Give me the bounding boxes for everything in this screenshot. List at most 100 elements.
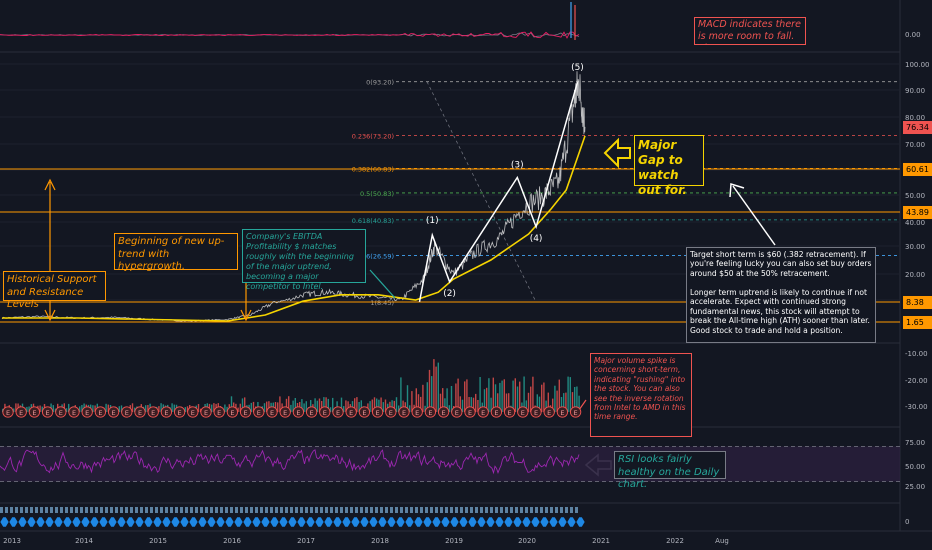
bottom-indicator-tick	[335, 507, 338, 513]
bottom-indicator-tick	[460, 507, 463, 513]
bottom-indicator-tick	[15, 507, 18, 513]
volume-bar	[543, 382, 545, 412]
fib-label: 1(8.45)	[370, 299, 394, 307]
bottom-indicator-tick	[225, 507, 228, 513]
earnings-label: E	[32, 409, 36, 417]
earnings-label: E	[362, 409, 366, 417]
target-note: Target short term is $60 (.382 retraceme…	[686, 247, 876, 343]
volume-bar	[316, 400, 318, 412]
bottom-indicator-tick	[530, 507, 533, 513]
volume-bar	[15, 403, 17, 412]
volume-bar	[92, 405, 94, 412]
target-arrow-head	[729, 183, 745, 198]
earnings-marker	[292, 406, 305, 418]
earnings-label: E	[376, 409, 380, 417]
volume-bar	[563, 393, 565, 412]
volume-bar	[523, 376, 525, 412]
earnings-label: E	[481, 409, 485, 417]
volume-bar	[373, 397, 376, 412]
bottom-indicator-tick	[250, 507, 253, 513]
earnings-marker	[68, 406, 80, 418]
earnings-label: E	[270, 409, 274, 417]
bottom-indicator-tick	[20, 507, 23, 513]
bottom-indicator-tick	[520, 507, 523, 513]
volume-bar	[538, 396, 541, 412]
price-tag: 60.61	[903, 163, 932, 176]
bottom-indicator-tick	[355, 507, 358, 513]
earnings-marker	[385, 406, 397, 418]
volume-bar	[39, 405, 41, 412]
volume-bar	[343, 406, 345, 412]
y-tick-label: 20.00	[905, 271, 925, 279]
bottom-indicator-tick	[235, 507, 238, 513]
major-gap-arrow-icon	[603, 137, 631, 169]
x-tick-label: 2016	[223, 537, 241, 545]
bottom-indicator-tick	[275, 507, 278, 513]
rsi-panel	[0, 446, 900, 482]
bottom-indicator-tick	[90, 507, 93, 513]
earnings-marker	[134, 406, 146, 418]
earnings-label: E	[283, 409, 287, 417]
volume-bar	[131, 403, 134, 412]
earnings-label: E	[244, 409, 248, 417]
earnings-marker	[200, 406, 212, 418]
support-arrow-head	[44, 178, 56, 191]
major-gap-note: Major Gap to watch out for.	[634, 135, 704, 197]
volume-bar	[171, 403, 173, 412]
earnings-label: E	[574, 409, 578, 417]
earnings-label: E	[191, 409, 195, 417]
volume-bar	[197, 404, 200, 412]
bottom-indicator-tick	[500, 507, 503, 513]
earnings-label: E	[296, 409, 300, 417]
bottom-indicator-tick	[360, 507, 363, 513]
bottom-indicator-tick	[40, 507, 43, 513]
volume-bar	[347, 401, 349, 412]
volume-bar	[459, 396, 461, 412]
volume-bar	[274, 402, 277, 412]
earnings-marker	[569, 406, 582, 418]
earnings-label: E	[534, 409, 538, 417]
volume-bar	[483, 389, 486, 412]
earnings-label: E	[508, 409, 512, 417]
earnings-label: E	[560, 409, 564, 417]
macd-note: MACD indicates there is more room to fal…	[694, 17, 806, 45]
volume-bar	[52, 405, 54, 412]
earnings-label: E	[521, 409, 525, 417]
bottom-indicator-tick	[445, 507, 448, 513]
bottom-indicator-tick	[85, 507, 88, 513]
fib-label: 0(93.20)	[366, 79, 394, 87]
volume-bar	[578, 395, 580, 412]
earnings-label: E	[151, 409, 155, 417]
bottom-indicator-tick	[100, 507, 103, 513]
volume-bar	[494, 384, 497, 412]
bottom-indicator-tick	[135, 507, 138, 513]
elliott-wave-line	[418, 81, 579, 303]
earnings-marker	[424, 406, 437, 418]
bottom-indicator-tick	[320, 507, 323, 513]
volume-bar	[541, 384, 543, 412]
bottom-indicator-tick	[555, 507, 558, 513]
bottom-indicator-tick	[290, 507, 293, 513]
bottom-indicator-tick	[75, 507, 78, 513]
volume-bar	[402, 400, 404, 412]
y-tick-label: -10.00	[905, 350, 928, 358]
bottom-indicator-tick	[450, 507, 453, 513]
earnings-label: E	[46, 409, 50, 417]
bottom-indicator-tick	[425, 507, 428, 513]
volume-bar	[532, 376, 534, 412]
earnings-marker	[28, 406, 41, 418]
volume-bar	[294, 398, 296, 412]
volume-bar	[314, 398, 316, 412]
volume-bar	[395, 397, 398, 412]
bottom-indicator-tick	[370, 507, 373, 513]
earnings-label: E	[178, 409, 182, 417]
volume-bar	[455, 383, 457, 412]
earnings-label: E	[164, 409, 168, 417]
earnings-marker	[371, 406, 384, 418]
earnings-marker	[477, 406, 489, 418]
volume-bar	[252, 401, 255, 412]
volume-spike-arrow	[578, 399, 587, 411]
volume-bar	[475, 393, 477, 412]
bottom-indicator-tick	[65, 507, 68, 513]
